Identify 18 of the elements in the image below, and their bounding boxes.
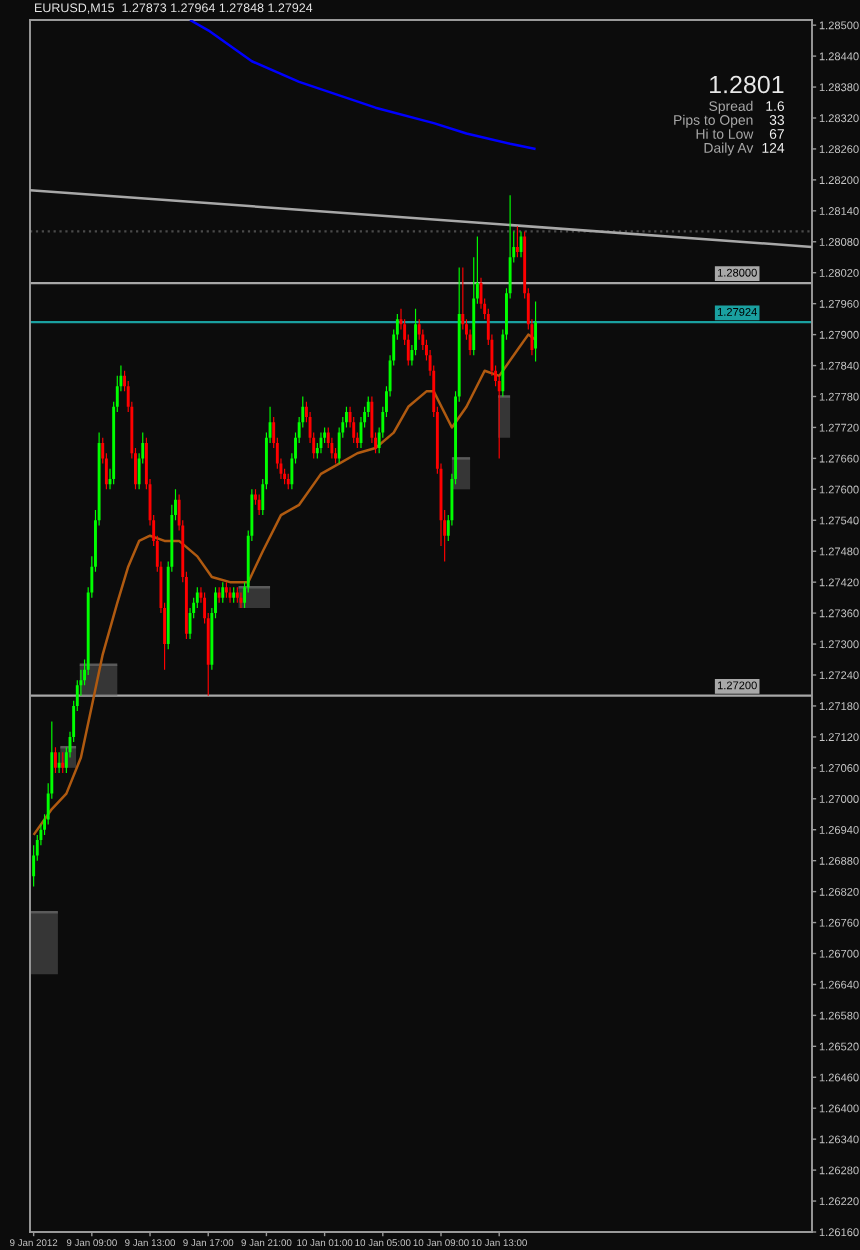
candlestick	[57, 752, 61, 773]
candlestick	[224, 582, 228, 598]
annotation: 1.2801	[710, 75, 784, 94]
candlestick	[319, 432, 323, 454]
candlestick	[217, 587, 221, 603]
candlestick	[61, 752, 65, 773]
candlestick	[286, 473, 290, 490]
candlestick	[515, 226, 519, 258]
candlestick	[232, 587, 236, 603]
candlestick	[228, 587, 232, 603]
candlestick	[235, 587, 239, 603]
line-series	[188, 20, 537, 151]
line-series	[32, 333, 537, 837]
candlestick	[239, 592, 243, 608]
candlestick	[534, 301, 538, 362]
candlestick	[519, 231, 523, 258]
candlestick	[257, 494, 261, 516]
candlestick	[221, 582, 225, 603]
